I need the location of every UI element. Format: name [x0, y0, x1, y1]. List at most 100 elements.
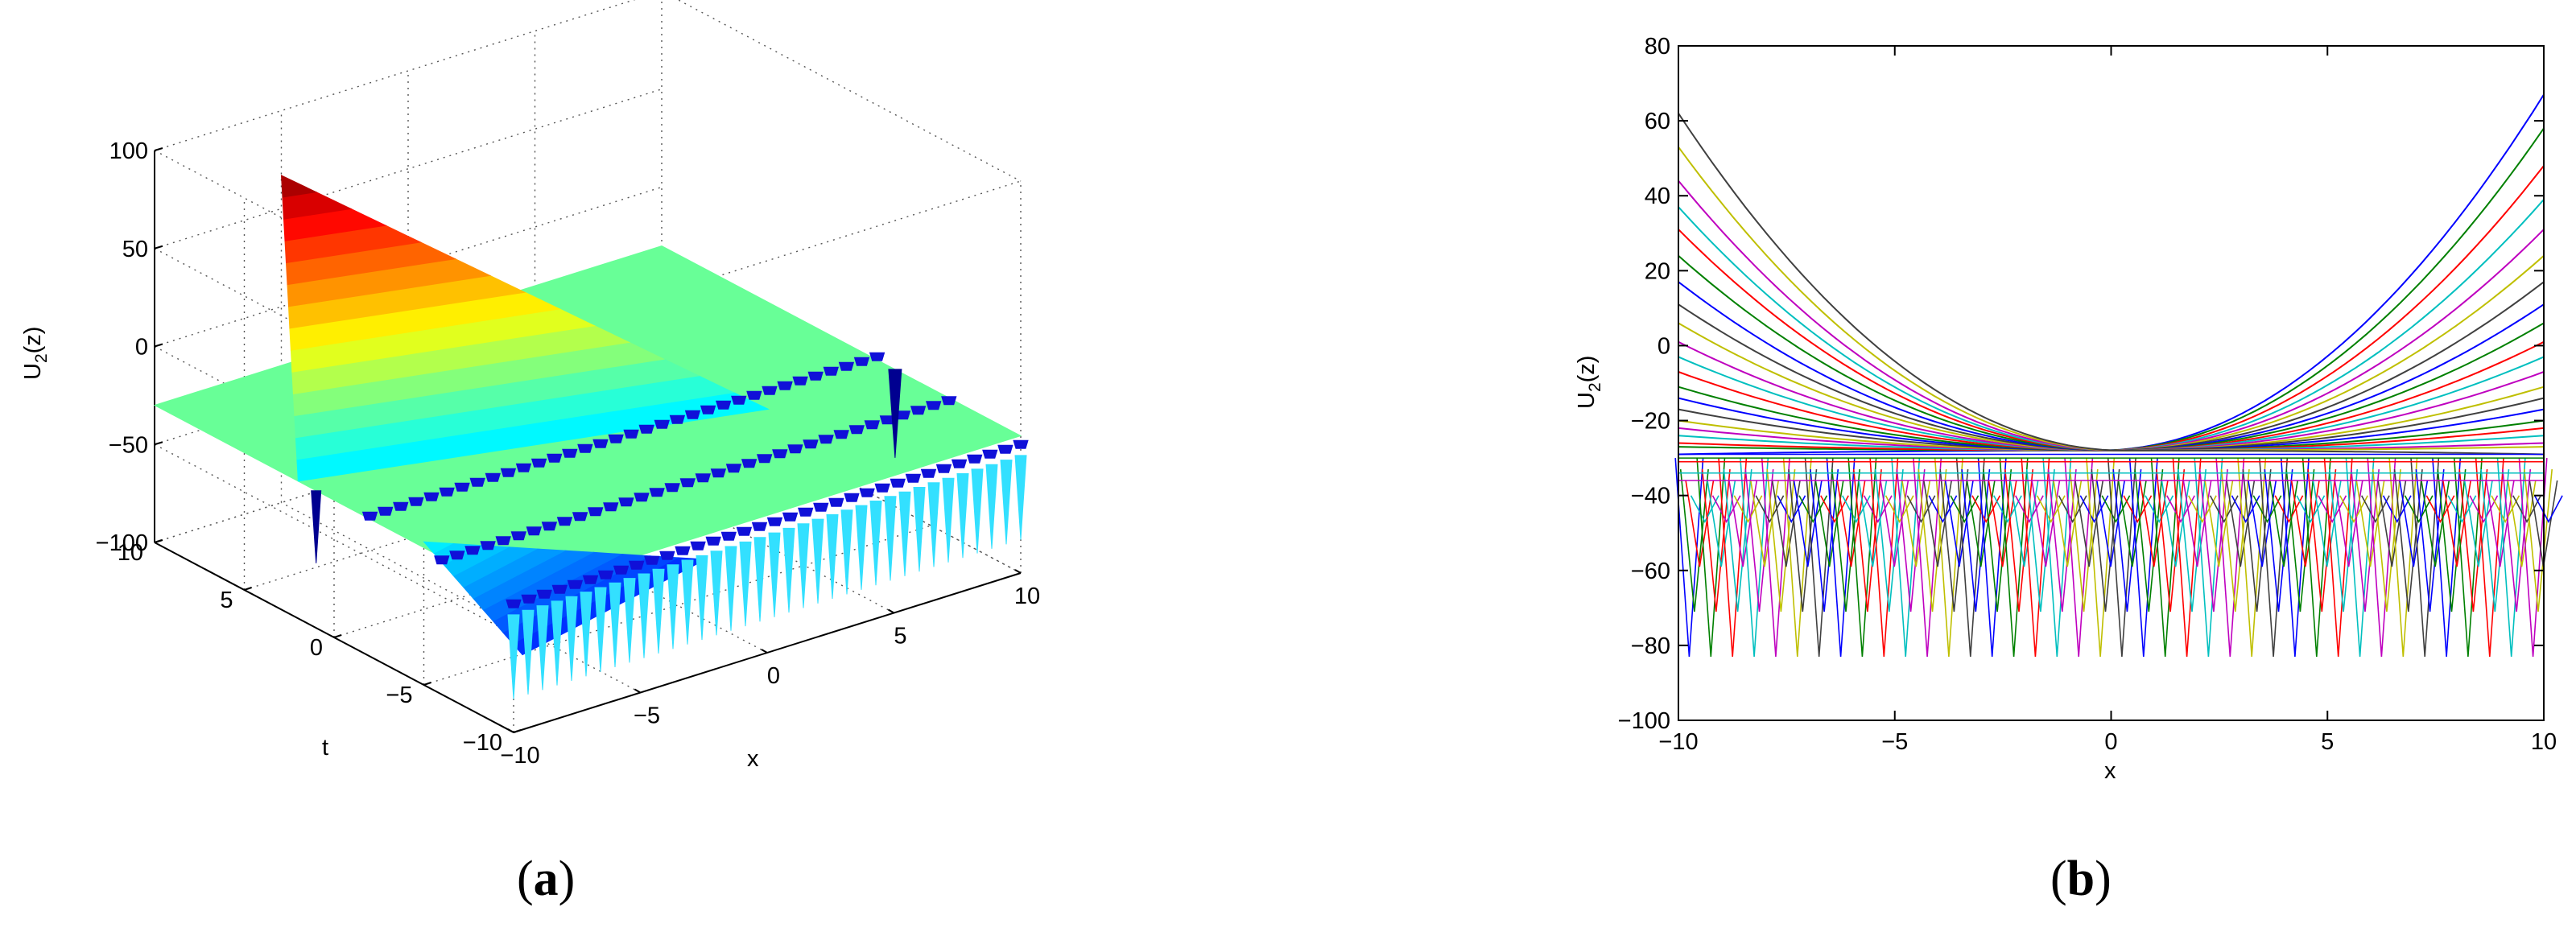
b-spike [2047, 469, 2077, 612]
b-spike [1988, 480, 2017, 567]
a-x-tick-label: −10 [500, 743, 539, 769]
a-row-marker [644, 555, 660, 565]
b-spike [1950, 495, 1979, 524]
a-row-marker [746, 390, 762, 400]
b-spike [1847, 458, 1877, 657]
a-corner-spike [311, 490, 322, 563]
b-spike [2518, 458, 2548, 657]
b-curve-right [2100, 165, 2545, 452]
a-x-tick-label: 5 [894, 624, 906, 650]
a-t-tick-mark [513, 729, 522, 733]
a-row-marker [361, 511, 378, 521]
b-spike [2533, 495, 2563, 524]
b-y-tick-label: −100 [1618, 708, 1670, 734]
a-front-spike [667, 564, 679, 650]
a-row-marker [864, 420, 880, 430]
a-row-marker [772, 449, 788, 459]
a-row-marker [654, 419, 670, 429]
b-spike [2237, 458, 2267, 657]
b-curve-right [2102, 199, 2545, 452]
b-y-tick-label: 0 [1657, 333, 1670, 359]
b-curve-right [2098, 93, 2545, 452]
b-spike [2351, 469, 2380, 612]
a-z-tick-mark [154, 343, 163, 348]
a-grid-line [677, 0, 1022, 182]
a-row-marker [567, 579, 584, 589]
a-row-marker [941, 396, 957, 406]
b-spike [2187, 495, 2217, 524]
b-spike [1728, 480, 1758, 567]
a-row-marker [551, 584, 568, 594]
b-spike [2042, 458, 2072, 657]
b-spike [2280, 458, 2310, 657]
b-spike [2339, 495, 2368, 524]
a-row-marker [838, 361, 855, 371]
b-spike [1798, 495, 1828, 524]
b-spike [2248, 480, 2277, 567]
b-spike [2220, 469, 2250, 612]
b-spike [2204, 480, 2234, 567]
a-row-marker [736, 526, 753, 536]
a-row-marker [434, 555, 450, 565]
a-front-spike [594, 587, 607, 672]
b-spike [1788, 469, 1818, 612]
a-main-peak-band [280, 175, 318, 198]
b-spike [1836, 480, 1866, 567]
a-row-marker [469, 477, 485, 487]
a-row-marker [890, 478, 906, 488]
a-row-marker [679, 478, 696, 488]
a-front-spike [507, 614, 520, 699]
a-x-tick-label: 0 [767, 663, 780, 689]
a-row-marker [700, 405, 716, 414]
b-spike [1674, 458, 1704, 657]
a-row-marker [751, 522, 768, 531]
a-front-spike [1000, 460, 1013, 545]
a-row-marker [926, 401, 942, 410]
b-spike [2410, 458, 2440, 657]
a-row-marker [684, 410, 701, 419]
b-spike [2058, 495, 2087, 524]
a-z-tick-label: 0 [135, 335, 148, 361]
b-spike [1782, 458, 1812, 657]
b-spike [1766, 469, 1796, 612]
a-front-spike [985, 464, 998, 549]
b-spike [2069, 469, 2099, 612]
b-y-tick-label: −60 [1631, 559, 1670, 584]
b-spike [2014, 495, 2044, 524]
b-spike [2421, 480, 2450, 567]
b-spike [1793, 480, 1823, 567]
a-z-tick-label: −50 [109, 432, 148, 458]
a-row-marker [1013, 439, 1029, 449]
b-spike [1939, 469, 1969, 612]
a-row-marker [675, 546, 691, 555]
b-spike [1955, 458, 1985, 657]
a-row-marker [629, 560, 645, 570]
b-ticks: −10 −5 0 5 10 −100 −80 −60 −40 −20 0 20 40 60 80 [1618, 34, 2557, 755]
b-spike [2096, 480, 2125, 567]
a-row-marker [423, 492, 440, 501]
a-row-marker [982, 449, 998, 459]
a-z-tick-mark [154, 441, 163, 446]
a-row-marker [874, 483, 890, 493]
a-x-axis-label: x [747, 746, 759, 772]
b-spike [2393, 469, 2423, 612]
b-spike [2524, 469, 2553, 612]
a-t-tick-mark [244, 587, 252, 591]
a-front-spike [811, 518, 824, 604]
b-y-tick-label: 60 [1645, 109, 1670, 134]
a-row-marker [997, 444, 1013, 454]
a-row-marker [638, 424, 654, 434]
a-front-spike [826, 513, 839, 600]
b-spike [2074, 480, 2104, 567]
a-row-marker [813, 502, 829, 512]
b-y-tick-label: −80 [1631, 633, 1670, 659]
b-spike [1852, 469, 1882, 612]
b-spike [2296, 495, 2326, 524]
a-z-tick-label: −100 [96, 530, 148, 556]
b-spike [2269, 480, 2298, 567]
a-row-marker [725, 464, 742, 473]
a-row-marker [710, 468, 727, 478]
b-spike [2415, 469, 2445, 612]
b-spike [1891, 458, 1921, 657]
